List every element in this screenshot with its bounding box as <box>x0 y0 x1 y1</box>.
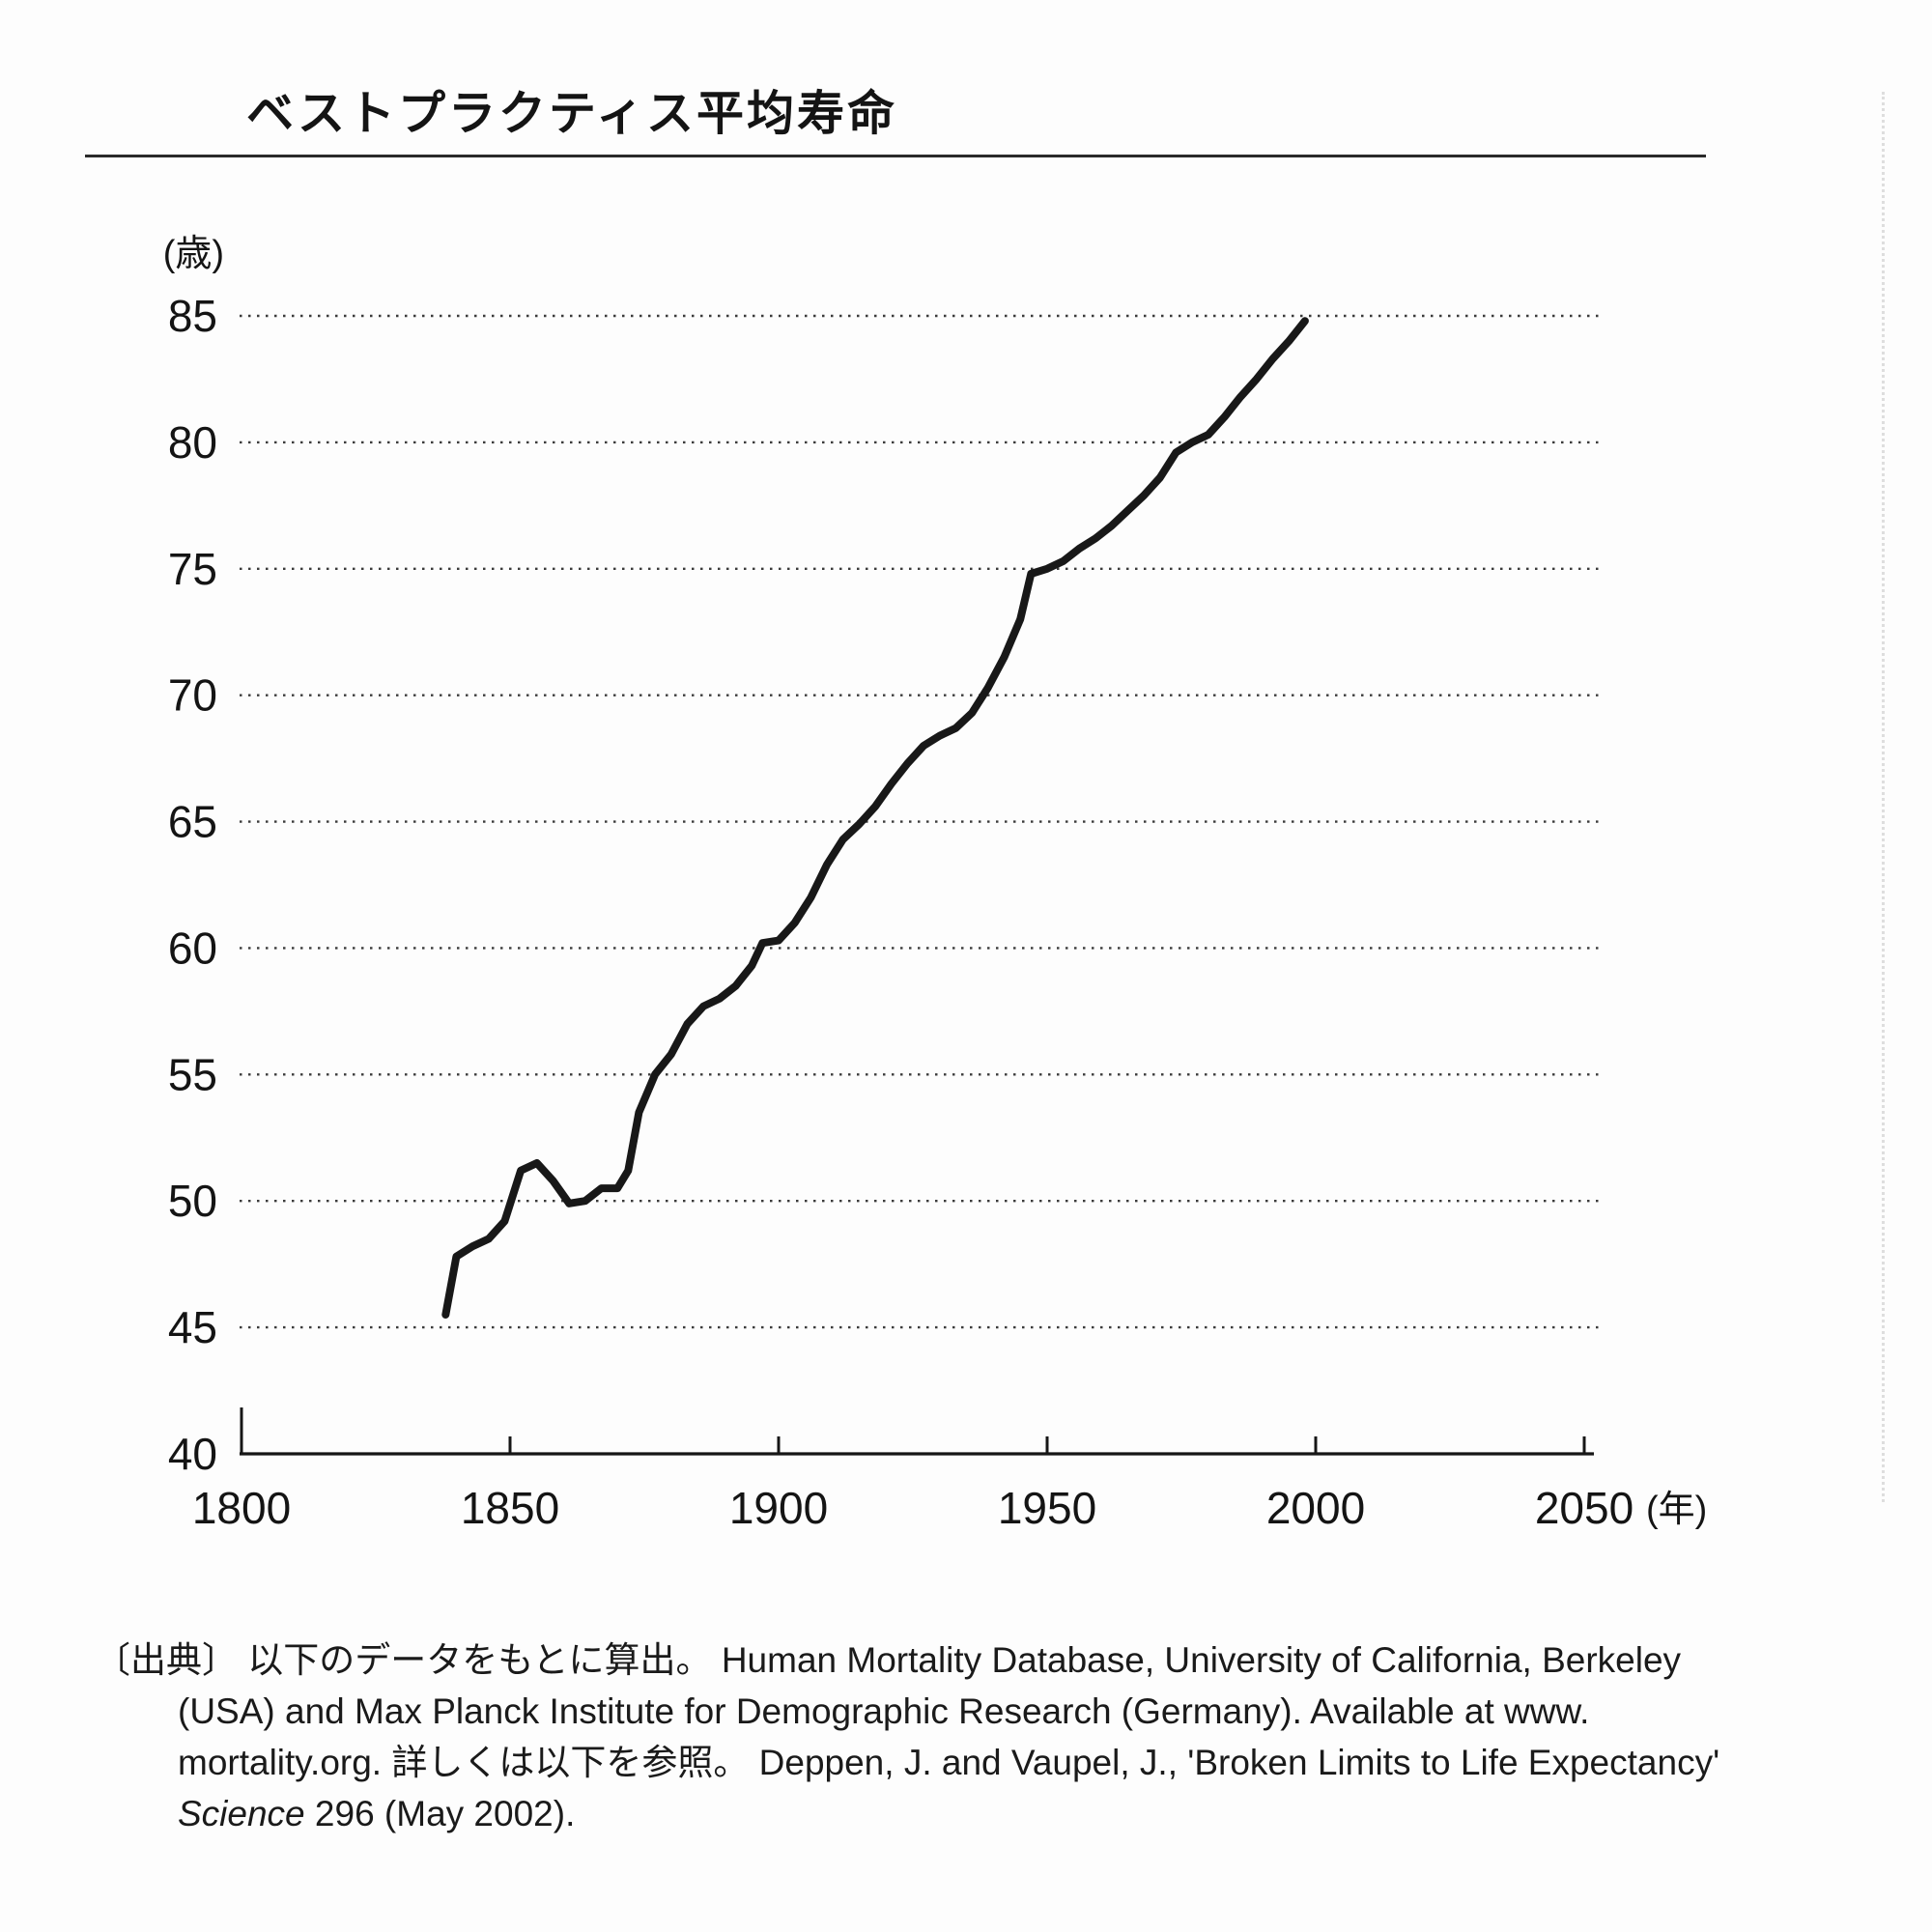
source-line-2: (USA) and Max Planck Institute for Demog… <box>178 1691 1590 1731</box>
y-tick-label: 45 <box>168 1302 217 1352</box>
x-tick-label: 2050 <box>1535 1483 1634 1533</box>
source-line-1: 〔出典〕 以下のデータをもとに算出。 Human Mortality Datab… <box>95 1640 1682 1680</box>
source-line-3: mortality.org. 詳しくは以下を参照。 Deppen, J. and… <box>178 1743 1720 1782</box>
title-underline <box>85 155 1706 157</box>
y-tick-label: 50 <box>168 1176 217 1226</box>
y-axis-unit-label: (歳) <box>163 234 224 274</box>
life-expectancy-series-line <box>441 317 1309 1319</box>
y-tick-label: 65 <box>168 797 217 847</box>
y-tick-label: 70 <box>168 670 217 721</box>
x-tick-label: 1950 <box>998 1483 1096 1533</box>
y-tick-label: 75 <box>168 544 217 594</box>
source-line-4-rest: 296 (May 2002). <box>304 1794 576 1833</box>
x-tick-label: 1850 <box>461 1483 559 1533</box>
y-tick-label: 55 <box>168 1049 217 1099</box>
source-note: 〔出典〕 以下のデータをもとに算出。 Human Mortality Datab… <box>95 1634 1766 1839</box>
y-tick-label: 80 <box>168 417 217 468</box>
y-tick-label: 60 <box>168 923 217 973</box>
chart-title: ベストプラクティス平均寿命 <box>246 88 898 140</box>
y-tick-label: 40 <box>168 1429 217 1479</box>
source-line-4: Science 296 (May 2002). <box>95 1788 1766 1839</box>
x-tick-label: 2000 <box>1266 1483 1365 1533</box>
source-journal-name: Science <box>178 1794 305 1833</box>
x-tick-label: 1900 <box>729 1483 828 1533</box>
x-axis-unit-label: (年) <box>1646 1490 1707 1530</box>
y-tick-label: 85 <box>168 291 217 341</box>
x-tick-label: 1800 <box>192 1483 291 1533</box>
scan-artifact-right-edge <box>1882 92 1885 1502</box>
